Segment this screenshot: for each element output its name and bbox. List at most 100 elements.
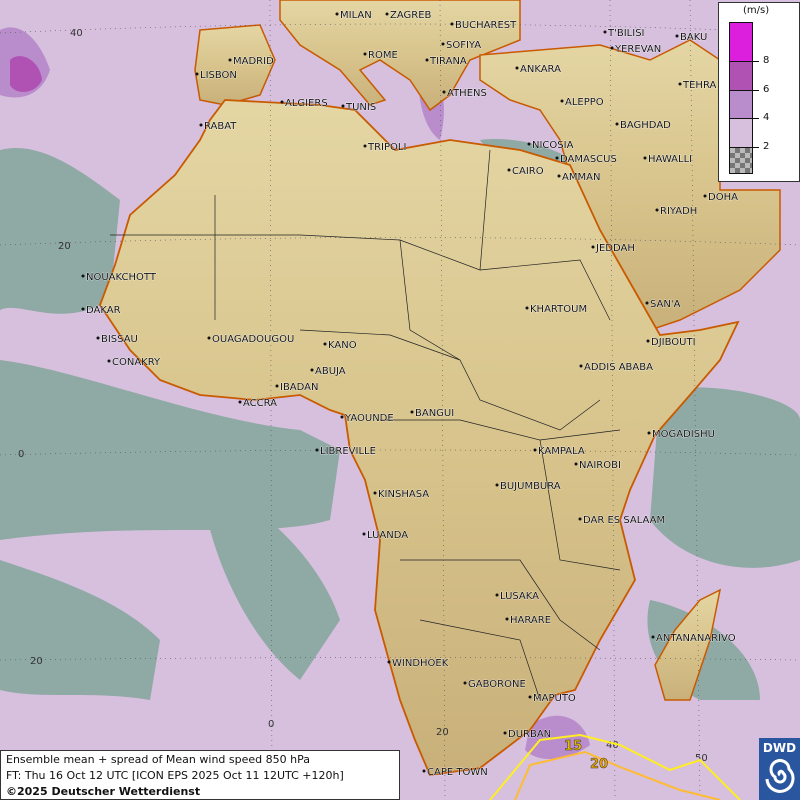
city-marker [315,448,319,452]
city-marker [238,400,242,404]
city-marker [678,82,682,86]
city-label: NAIROBI [579,460,621,471]
city-label: BAKU [680,32,707,43]
city-marker [615,122,619,126]
lon-label: 0 [268,719,274,730]
city-marker [81,274,85,278]
city-label: MAPUTO [533,693,576,704]
legend-unit: (m/s) [743,5,770,16]
country-borders [110,149,621,701]
city-marker [340,415,344,419]
city-marker [603,30,607,34]
city-marker [528,695,532,699]
city-label: T'BILISI [607,28,644,39]
city-label: SOFIYA [446,40,481,51]
lat-label: 20 [30,656,43,667]
legend-swatch-4-6 [729,90,753,119]
city-label: KANO [328,340,357,351]
city-label: AMMAN [562,172,600,183]
low-spread-sea-areas [0,139,800,700]
city-label: DAMASCUS [560,154,617,165]
city-marker [363,52,367,56]
city-marker [560,99,564,103]
legend-tick: 8 [763,55,770,66]
city-label: MOGADISHU [652,429,715,440]
spiral-icon [765,759,794,793]
city-marker [503,731,507,735]
logo-text: DWD [762,741,797,755]
city-label: ANTANANARIVO [656,633,736,644]
city-label: BISSAU [101,334,138,345]
city-label: TIRANA [429,56,467,67]
dwd-logo: DWD [759,738,800,800]
caption: Ensemble mean + spread of Mean wind spee… [0,750,400,800]
city-label: WINDHOEK [392,658,449,669]
city-marker [195,72,199,76]
city-label: ZAGREB [390,10,432,21]
legend-swatch-8plus [729,22,753,62]
city-marker [703,194,707,198]
legend-tick-line [753,147,759,148]
city-marker [525,306,529,310]
city-marker [275,384,279,388]
city-label: ATHENS [447,88,487,99]
contour-label: 20 [590,757,608,772]
lat-label: 0 [18,449,24,460]
city-label: BUJUMBURA [500,481,561,492]
caption-title: Ensemble mean + spread of Mean wind spee… [6,753,310,766]
city-label: TUNIS [345,102,376,113]
lat-label: 20 [58,241,71,252]
land-madagascar [654,588,722,701]
city-label: ACCRA [243,398,277,409]
city-marker [207,336,211,340]
city-label: ALEPPO [565,97,604,108]
city-marker [228,58,232,62]
city-label: NICOSIA [532,140,574,151]
city-label: DAR ES SALAAM [583,515,665,526]
legend-tick-line [753,90,759,91]
city-label: BUCHAREST [455,20,517,31]
city-label: LIBREVILLE [320,446,376,457]
city-label: LISBON [200,70,237,81]
city-marker [643,156,647,160]
city-marker [373,491,377,495]
city-marker [578,517,582,521]
city-marker [442,90,446,94]
legend-tick: 4 [763,112,770,123]
city-marker [495,593,499,597]
land-europe-asia [194,0,781,331]
city-marker [362,532,366,536]
city-marker [422,769,426,773]
city-label: ADDIS ABABA [584,362,653,373]
city-label: OUAGADOUGOU [212,334,294,345]
city-marker [107,359,111,363]
legend-swatch-6-8 [729,61,753,91]
city-marker [557,174,561,178]
city-label: JEDDAH [595,243,635,254]
city-marker [651,635,655,639]
lon-label: 20 [436,727,449,738]
city-label: YAOUNDE [344,413,394,424]
city-marker [495,483,499,487]
city-marker [645,301,649,305]
city-label: BANGUI [415,408,454,419]
city-marker [591,245,595,249]
city-marker [505,617,509,621]
city-marker [647,431,651,435]
city-marker [507,168,511,172]
city-label: DAKAR [86,305,121,316]
city-marker [441,42,445,46]
city-marker [527,142,531,146]
city-label: YEREVAN [614,44,661,55]
city-label: TRIPOLI [367,142,406,153]
city-labels: MILAN ZAGREB BUCHAREST ROME SOFIYA TIRANA ATHE… [81,10,738,778]
city-marker [363,144,367,148]
lat-label: 40 [70,28,83,39]
lon-label: 50 [695,753,708,764]
legend-tick: 6 [763,84,770,95]
city-marker [450,22,454,26]
city-marker [555,156,559,160]
legend-tick: 2 [763,141,770,152]
city-marker [335,12,339,16]
caption-forecast-time: FT: Thu 16 Oct 12 UTC [ICON EPS 2025 Oct… [6,769,344,782]
